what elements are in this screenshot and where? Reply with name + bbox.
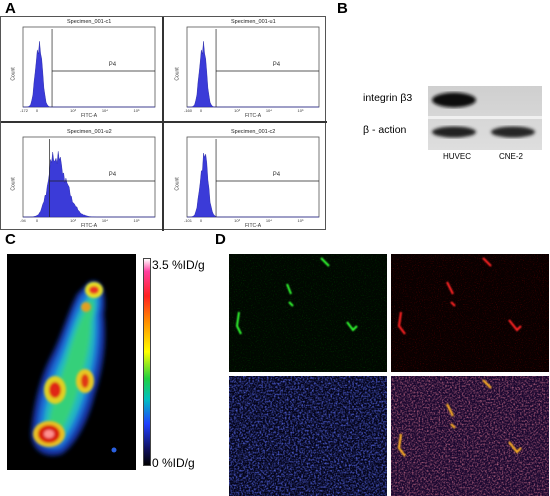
wb-lane-huvec: HUVEC [443,152,472,161]
x-tick-label: 10⁵ [133,108,140,113]
panel-b-label: B [337,0,348,17]
scale-max-label: 3.5 %ID/g [152,258,205,272]
x-tick-label: 10⁴ [265,108,272,113]
x-tick-label: 10⁵ [133,218,140,223]
x-axis-label: FITC-A [245,223,262,229]
histogram-fill [187,41,319,108]
grid-divider-vertical [162,17,164,231]
gate-label: P4 [272,62,281,68]
gate-label: P4 [108,172,117,178]
histogram-frame [22,26,156,108]
x-axis-label: FITC-A [81,223,98,229]
gate-label: P4 [108,62,117,68]
immunofluorescence-panel [229,254,549,496]
if-merge-channel [391,376,549,496]
wb-row-label-integrin: integrin β3 [363,92,413,104]
x-tick-label: 10³ [234,108,240,113]
histogram-fill [23,41,155,108]
x-tick-label: 0 [35,108,39,113]
grid-divider-horizontal [1,121,327,123]
pet-image [7,254,136,470]
gate-marker [51,29,155,107]
band-actin-cne2 [491,126,535,138]
western-blot-image [428,86,542,150]
flow-cytometry-panel: Specimen_001-c1 P4 FITC-A Count -172 0 10³ 10⁴ 1… [0,16,327,231]
x-tick-label: 0 [199,108,203,113]
gate-label: P4 [272,172,281,178]
if-red-channel [391,254,549,372]
scale-min-label: 0 %ID/g [152,456,195,470]
panel-a-label: A [5,0,16,17]
y-axis-label: Count [174,67,181,81]
x-tick-label: 0 [35,218,39,223]
flow-cytometry-histograms [22,26,320,218]
x-tick-label: 0 [199,218,203,223]
wb-lane-cne2: CNE-2 [499,152,524,161]
y-axis-label: Count [10,177,17,191]
x-tick-label: -172 [20,108,29,113]
x-tick-label: 10⁵ [297,108,304,113]
x-tick-label: 10⁵ [297,218,304,223]
x-tick-label: -101 [184,218,193,223]
x-tick-label: 10³ [70,108,76,113]
gate-marker [49,139,155,217]
histogram-title: Specimen_001-c2 [231,129,276,135]
wb-row-label-actin: β - action [363,124,407,136]
x-tick-label: 10⁴ [265,218,272,223]
gate-marker [215,139,319,217]
x-tick-label: 10⁴ [101,108,108,113]
x-tick-label: 10³ [234,218,240,223]
histogram-fill [187,153,319,218]
panel-c-label: C [5,231,16,248]
histogram-fill [23,151,155,218]
x-tick-label: 10³ [70,218,76,223]
x-tick-label: -94 [20,218,26,223]
if-blue-channel [229,376,387,496]
x-axis-label: FITC-A [245,113,262,119]
panel-d-label: D [215,231,226,248]
color-scale-bar [143,258,151,466]
y-axis-label: Count [10,67,17,81]
y-axis-label: Count [174,177,181,191]
band-integrin-huvec [432,92,476,108]
gate-marker [215,29,319,107]
x-tick-label: -160 [184,108,193,113]
band-actin-huvec [432,126,476,138]
histogram-title: Specimen_001-u2 [67,129,112,135]
x-axis-label: FITC-A [81,113,98,119]
x-tick-label: 10⁴ [101,218,108,223]
histogram-title: Specimen_001-u1 [231,19,276,25]
if-green-channel [229,254,387,372]
histogram-title: Specimen_001-c1 [67,19,112,25]
histogram-frame [186,26,320,108]
